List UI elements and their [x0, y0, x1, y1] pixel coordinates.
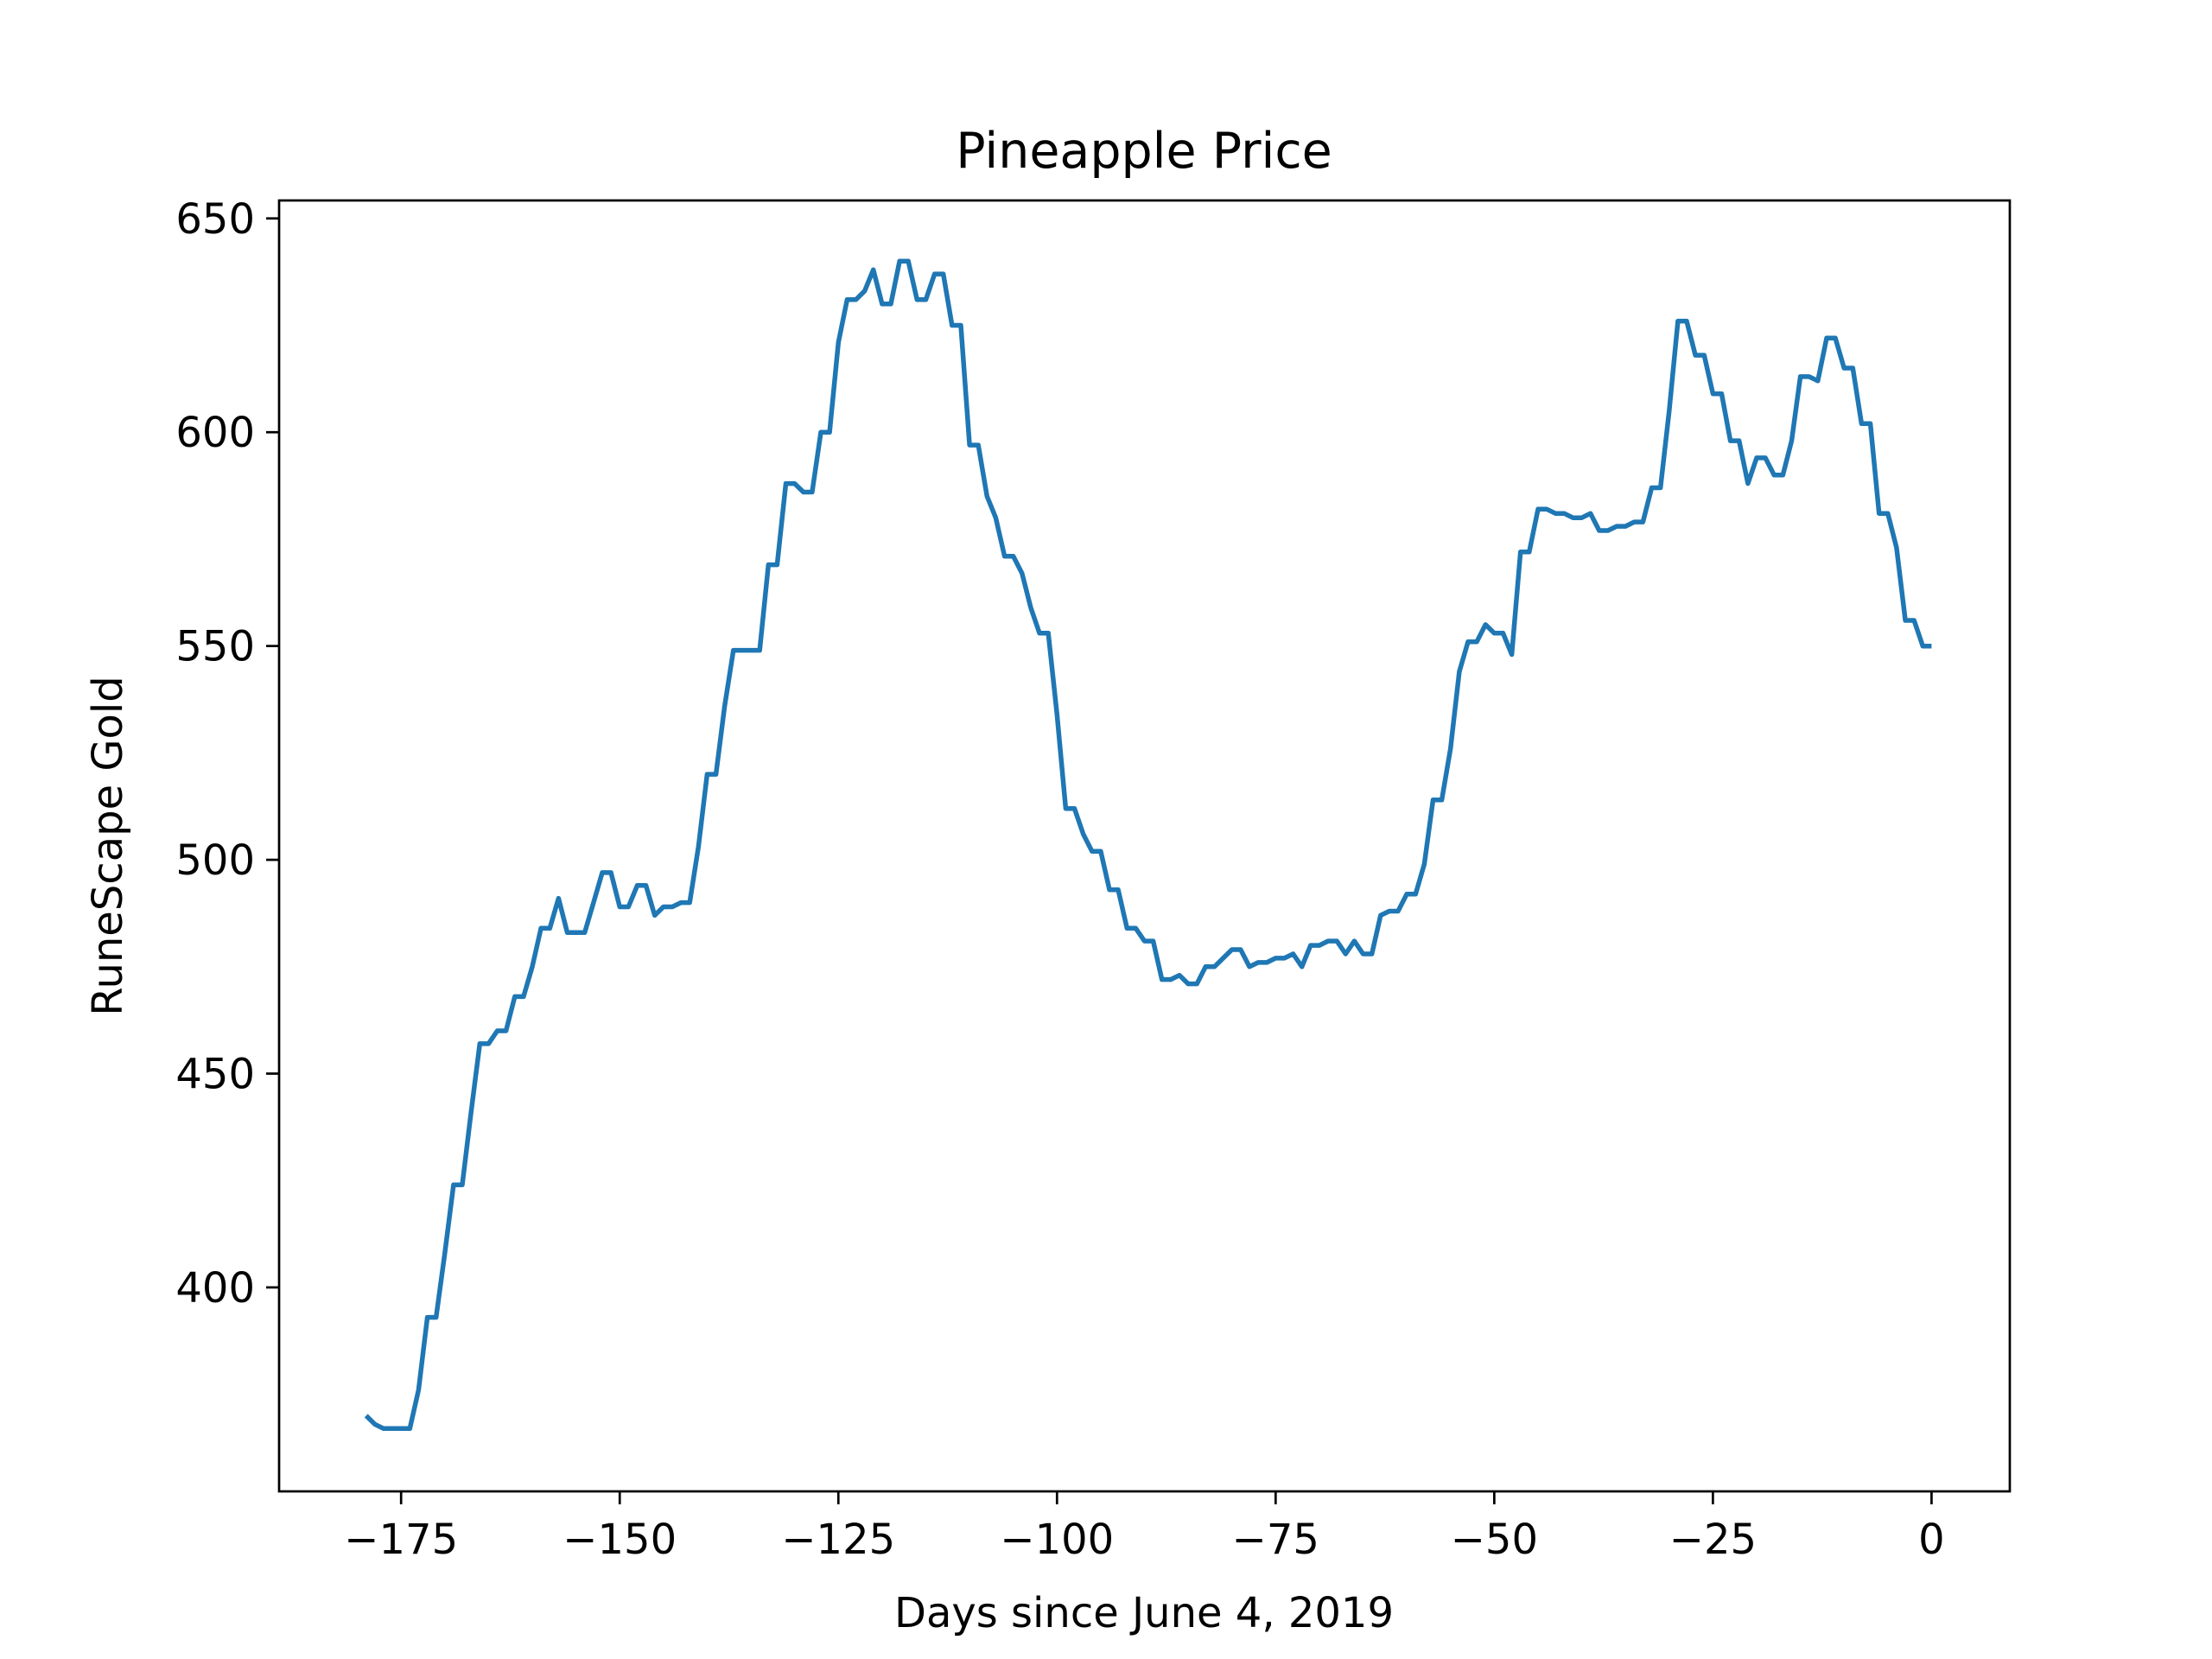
x-tick-label: −175 — [344, 1516, 458, 1564]
y-tick-label: 550 — [175, 623, 255, 671]
chart-title: Pineapple Price — [956, 123, 1332, 180]
x-tick-label: −75 — [1232, 1516, 1319, 1564]
x-tick-label: −125 — [781, 1516, 895, 1564]
x-axis-label: Days since June 4, 2019 — [894, 1589, 1394, 1637]
series-line-pineapple-price — [364, 258, 1932, 1432]
y-tick-label: 500 — [175, 836, 255, 885]
y-tick-label: 650 — [175, 195, 255, 244]
x-tick-label: −150 — [563, 1516, 677, 1564]
x-tick-label: 0 — [1918, 1516, 1945, 1564]
y-tick-label: 600 — [175, 409, 255, 457]
x-axis-ticks: −175 −150 −125 −100 −75 −50 −25 0 — [344, 1491, 1945, 1564]
y-tick-label: 450 — [175, 1051, 255, 1099]
plot-frame — [277, 199, 2012, 1493]
x-tick-label: −25 — [1669, 1516, 1757, 1564]
y-axis-label: RuneScape Gold — [84, 676, 132, 1015]
plot-area — [364, 258, 1932, 1432]
x-tick-label: −100 — [1000, 1516, 1114, 1564]
x-tick-label: −50 — [1451, 1516, 1538, 1564]
y-tick-label: 400 — [175, 1264, 255, 1313]
y-axis-ticks: 400 450 500 550 600 650 — [175, 195, 279, 1313]
